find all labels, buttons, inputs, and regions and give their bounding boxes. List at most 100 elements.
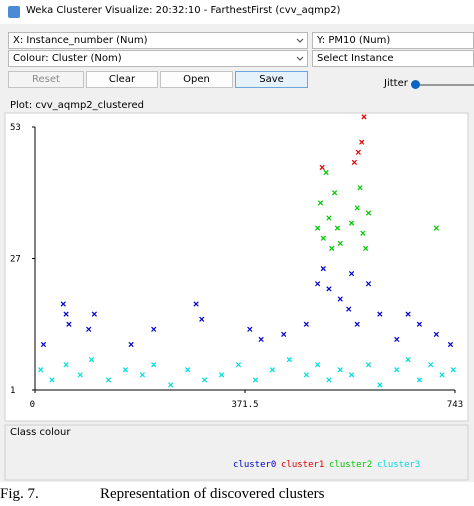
x-tick-label: 0 [30, 400, 35, 410]
point [218, 372, 225, 378]
legend-entry: cluster0 [233, 460, 276, 470]
legend-panel [4, 424, 469, 481]
x-axis-dropdown[interactable]: X: Instance_number (Num) [8, 32, 308, 49]
plot-title: Plot: cvv_aqmp2_clustered [10, 100, 144, 111]
point [269, 367, 276, 373]
point [326, 286, 332, 292]
point [151, 362, 157, 368]
point [337, 367, 343, 373]
point [416, 377, 423, 383]
y-tick-label: 27 [10, 255, 21, 265]
point [60, 301, 66, 307]
point [405, 357, 411, 363]
point [359, 139, 365, 145]
point [337, 240, 343, 246]
point [88, 357, 95, 363]
point [281, 331, 287, 337]
point [329, 245, 335, 252]
point [354, 205, 360, 211]
point [193, 301, 199, 307]
point [128, 341, 134, 348]
point [428, 362, 434, 368]
save-button[interactable]: Save [235, 71, 308, 88]
window-title: Weka Clusterer Visualize: 20:32:10 - Far… [26, 5, 341, 16]
y-axis-label: Y: PM10 (Num) [317, 35, 391, 46]
point [377, 382, 383, 388]
point [394, 367, 400, 373]
point [315, 281, 321, 287]
select-instance[interactable]: Select Instance [312, 50, 474, 67]
colour-dropdown[interactable]: Colour: Cluster (Nom) [8, 50, 308, 67]
reset-button[interactable]: Reset [8, 71, 84, 88]
point [91, 311, 97, 317]
point [315, 225, 321, 231]
point [334, 225, 341, 231]
point [184, 367, 191, 373]
point [63, 362, 69, 368]
point [201, 377, 208, 383]
app-icon [8, 6, 20, 18]
legend-entry: cluster2 [329, 460, 372, 470]
point [168, 382, 174, 388]
point [405, 311, 411, 317]
point [105, 377, 112, 383]
point [416, 321, 423, 327]
point [348, 220, 355, 226]
legend-entry: cluster3 [377, 460, 420, 470]
point [348, 271, 355, 277]
jitter-label: Jitter [384, 78, 408, 89]
jitter-track [418, 84, 474, 86]
point [354, 321, 360, 327]
point [63, 311, 69, 317]
point [77, 372, 83, 378]
point [433, 331, 439, 337]
point [360, 230, 366, 236]
y-tick-label: 1 [10, 386, 15, 396]
point [38, 367, 44, 373]
point [139, 372, 146, 378]
point [40, 341, 47, 348]
point [365, 281, 372, 287]
point [337, 296, 343, 302]
clear-button[interactable]: Clear [86, 71, 158, 88]
point [447, 341, 454, 348]
legend-entry: cluster1 [281, 460, 324, 470]
point [357, 185, 363, 191]
point [303, 372, 309, 378]
point [365, 362, 372, 368]
point [320, 235, 326, 241]
plot: Plot: cvv_aqmp2_clustered Class colour 1… [4, 100, 469, 481]
point [439, 372, 445, 378]
point [323, 169, 329, 176]
point [331, 190, 338, 196]
point [365, 210, 372, 216]
x-axis-label: X: Instance_number (Num) [13, 35, 148, 46]
point [377, 311, 383, 317]
caption-text: Representation of discovered clusters [100, 486, 325, 502]
point [351, 159, 358, 166]
point [317, 200, 324, 206]
point [151, 326, 157, 332]
point [315, 362, 321, 368]
point [247, 326, 253, 332]
y-tick-label: 53 [10, 123, 21, 133]
point [252, 377, 259, 383]
plot-panel [4, 112, 469, 422]
point [319, 164, 325, 171]
title-bar: Weka Clusterer Visualize: 20:32:10 - Far… [0, 0, 474, 24]
point [66, 321, 72, 327]
point [348, 372, 355, 378]
point [122, 367, 129, 373]
open-button[interactable]: Open [160, 71, 233, 88]
point [346, 306, 352, 312]
point [258, 336, 264, 343]
point [394, 336, 400, 343]
colour-label: Colour: Cluster (Nom) [13, 53, 122, 64]
point [326, 377, 332, 383]
point [286, 357, 292, 363]
point [86, 326, 92, 332]
caption-label: Fig. 7. [0, 486, 39, 502]
point [49, 377, 55, 383]
jitter-thumb[interactable] [411, 80, 420, 89]
